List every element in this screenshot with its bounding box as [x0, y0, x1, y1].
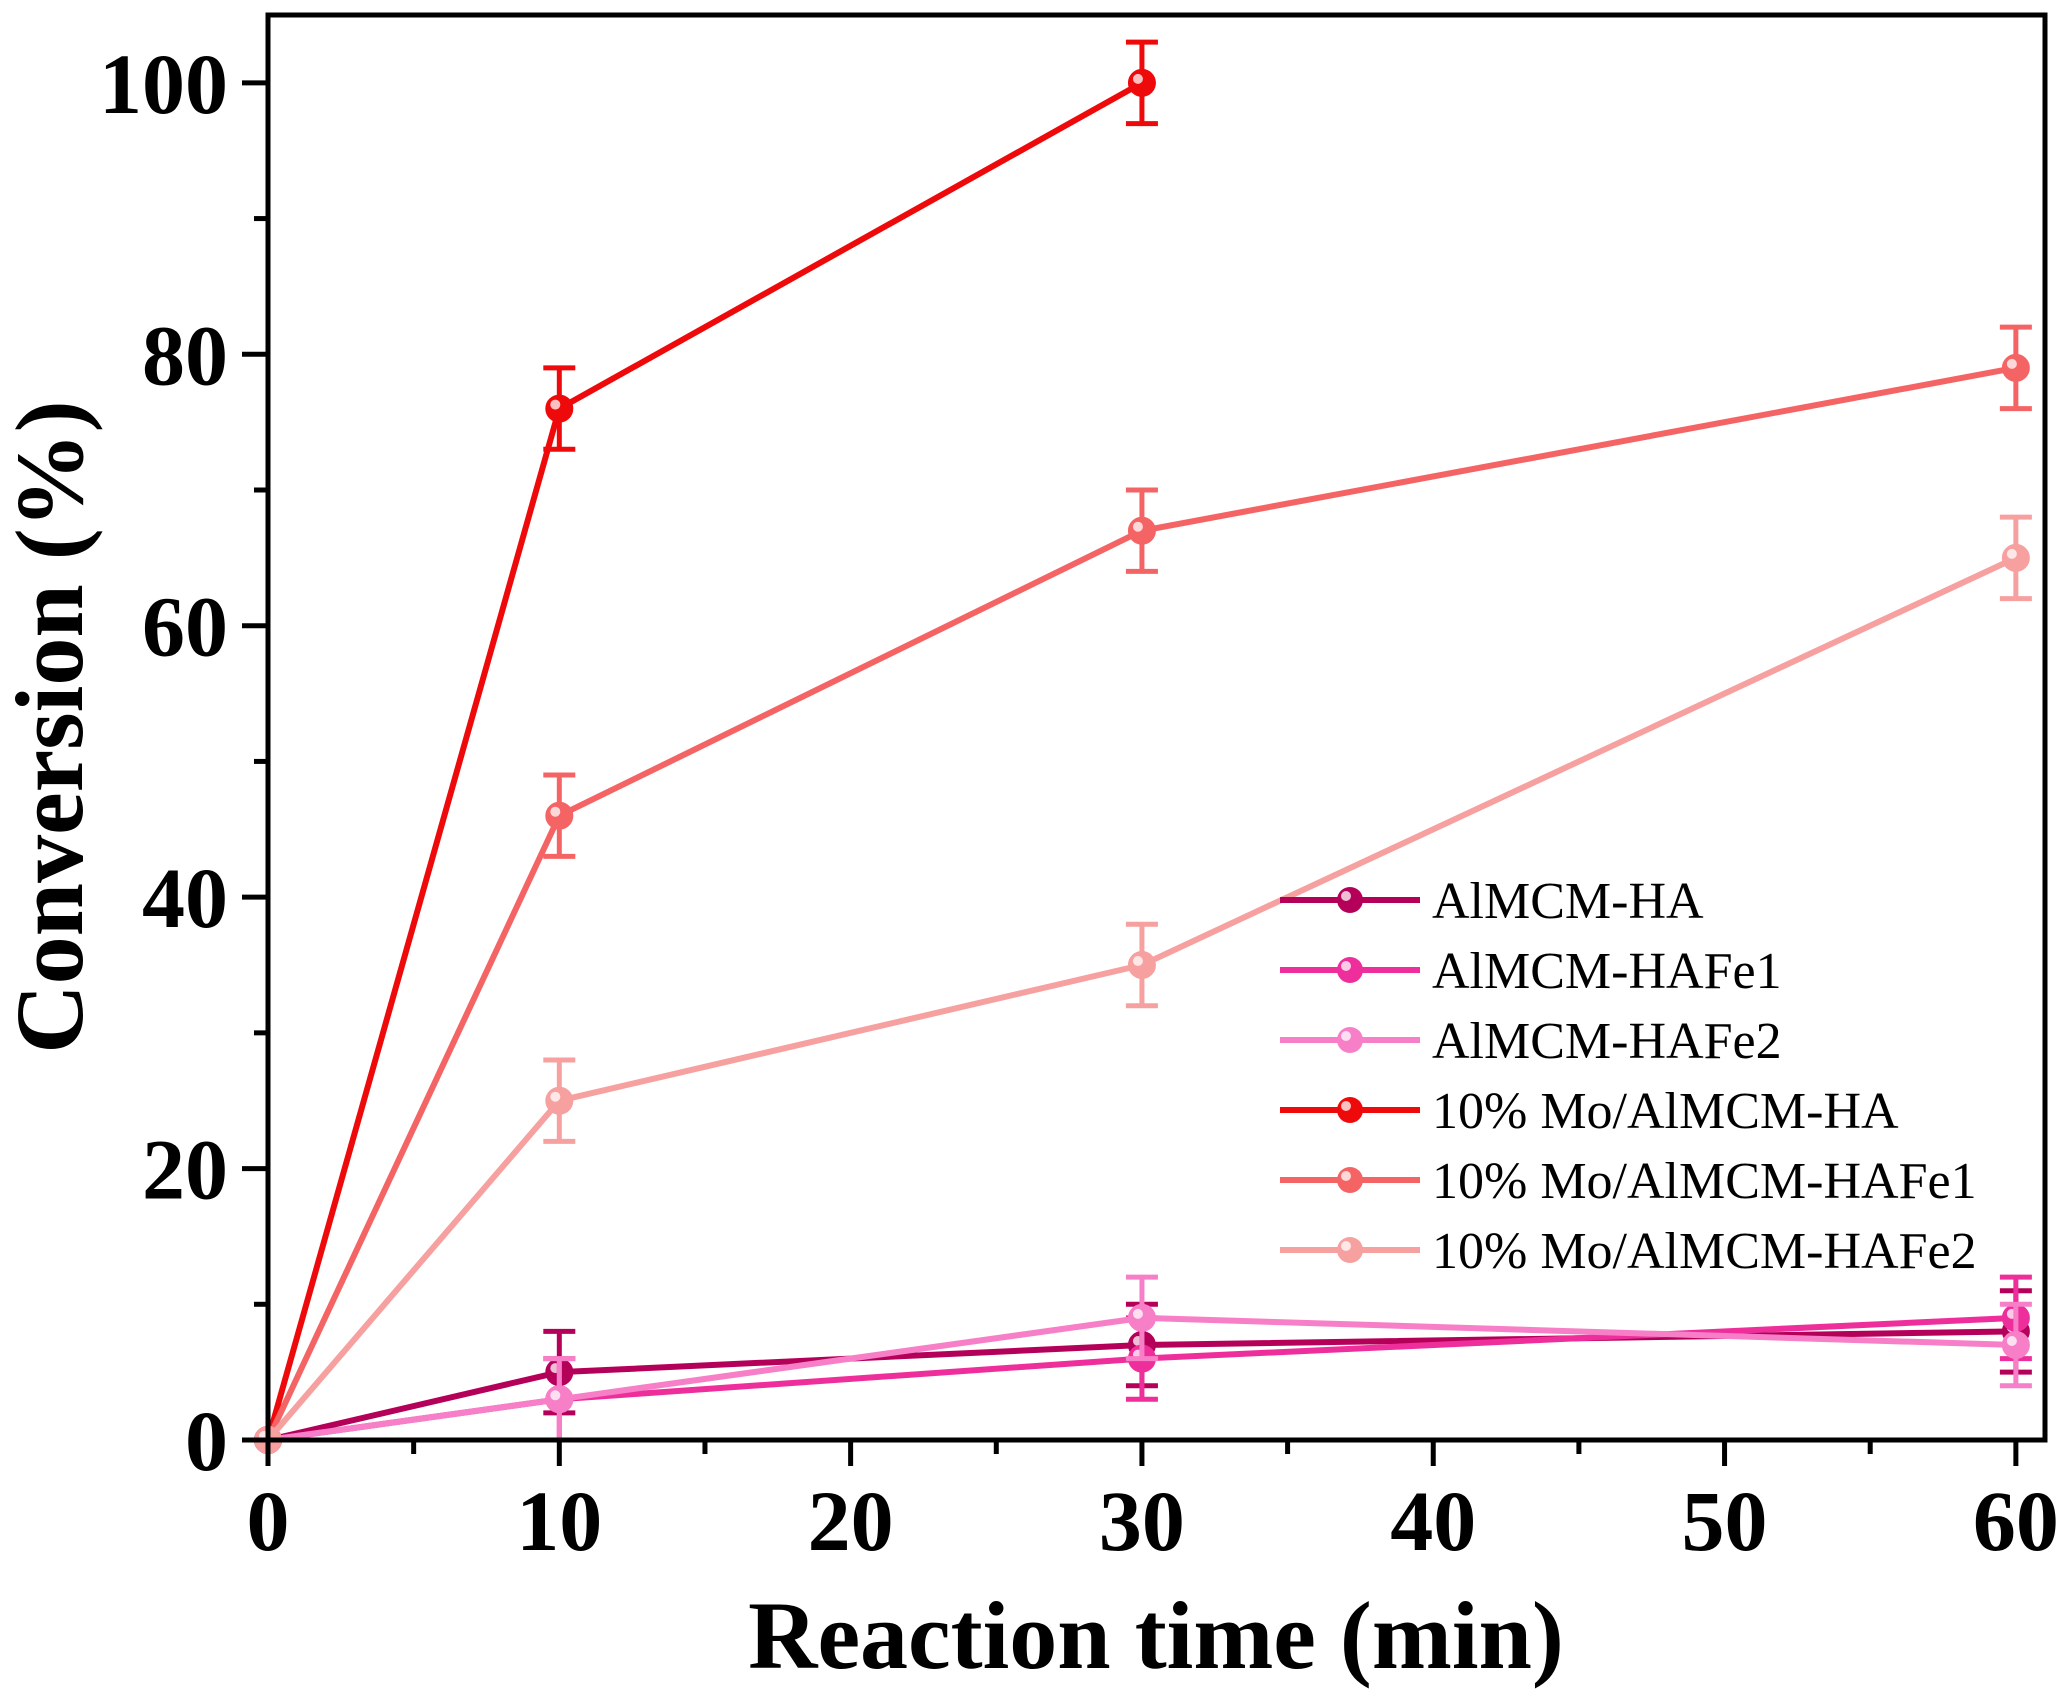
data-point	[1127, 951, 1156, 979]
data-point-highlight	[1132, 521, 1143, 532]
legend-item: AlMCM-HAFe2	[1280, 1013, 1782, 1070]
data-point	[545, 1385, 574, 1414]
y-tick-label: 60	[142, 579, 228, 675]
legend-marker-highlight	[1341, 1031, 1351, 1041]
data-point-highlight	[550, 1091, 561, 1102]
legend-marker	[1337, 887, 1363, 913]
axis-ticks	[242, 80, 2019, 1466]
legend-marker-highlight	[1341, 1241, 1351, 1251]
data-point	[545, 1086, 574, 1115]
x-tick-label: 10	[516, 1473, 602, 1569]
series-line	[265, 80, 1144, 1441]
data-point	[2001, 543, 2030, 572]
legend-label: AlMCM-HA	[1432, 873, 1704, 930]
data-point	[545, 394, 574, 423]
y-axis-title: Conversion (%)	[0, 400, 103, 1053]
x-axis-title: Reaction time (min)	[748, 1582, 1564, 1689]
plot-frame	[265, 12, 2048, 1443]
legend-marker	[1337, 1097, 1363, 1123]
legend-marker	[1337, 1027, 1363, 1053]
data-point-highlight	[550, 399, 561, 410]
y-tick-label: 0	[185, 1393, 228, 1489]
legend-marker-highlight	[1341, 1101, 1351, 1111]
data-point-highlight	[550, 1390, 561, 1401]
legend-marker	[1337, 1237, 1363, 1263]
x-tick-label: 20	[808, 1473, 894, 1569]
data-point-highlight	[2006, 358, 2017, 369]
data-point-highlight	[1132, 73, 1143, 84]
y-tick-label: 80	[142, 307, 228, 403]
legend-marker	[1337, 1167, 1363, 1193]
legend-marker-highlight	[1341, 891, 1351, 901]
x-tick-label: 50	[1682, 1473, 1768, 1569]
data-point-highlight	[550, 806, 561, 817]
legend-item: 10% Mo/AlMCM-HAFe1	[1280, 1153, 1977, 1210]
x-tick-label: 0	[247, 1473, 290, 1569]
y-tick-label: 20	[142, 1122, 228, 1218]
legend-label: 10% Mo/AlMCM-HAFe1	[1432, 1153, 1977, 1210]
legend-marker-highlight	[1341, 961, 1351, 971]
legend-label: AlMCM-HAFe2	[1432, 1013, 1782, 1070]
series-4	[254, 39, 1158, 1454]
legend-marker-highlight	[1341, 1171, 1351, 1181]
y-tick-label: 100	[99, 36, 228, 132]
data-point-highlight	[1132, 1308, 1143, 1319]
data-point	[2001, 353, 2030, 382]
data-point	[1127, 516, 1156, 545]
x-tick-label: 30	[1099, 1473, 1185, 1569]
series-line	[265, 364, 2017, 1442]
data-point	[1127, 68, 1156, 97]
series-line	[267, 1314, 2016, 1443]
legend-item: AlMCM-HA	[1280, 873, 1704, 930]
data-point	[2001, 1331, 2030, 1359]
legend-label: AlMCM-HAFe1	[1432, 943, 1782, 1000]
legend-item: 10% Mo/AlMCM-HA	[1280, 1083, 1899, 1140]
series-line	[265, 555, 2018, 1442]
legend-label: 10% Mo/AlMCM-HAFe2	[1432, 1223, 1977, 1280]
data-point	[1127, 1303, 1156, 1332]
legend-item: 10% Mo/AlMCM-HAFe2	[1280, 1223, 1977, 1280]
x-tick-label: 40	[1390, 1473, 1476, 1569]
x-tick-label: 60	[1973, 1473, 2059, 1569]
legend: AlMCM-HA AlMCM-HAFe1 AlMCM-HAFe2 10% Mo/AlM…	[1280, 873, 1977, 1280]
data-point-highlight	[2006, 548, 2017, 559]
data-point-highlight	[1132, 956, 1143, 966]
legend-marker	[1337, 957, 1363, 983]
data-point-highlight	[2006, 1336, 2017, 1346]
legend-item: AlMCM-HAFe1	[1280, 943, 1782, 1000]
tick-labels: 0 10 20 30 40 50 60 0 20 40 60 80 100	[99, 36, 2059, 1569]
data-point	[545, 801, 574, 830]
y-tick-label: 40	[142, 850, 228, 946]
legend-label: 10% Mo/AlMCM-HA	[1432, 1083, 1899, 1140]
